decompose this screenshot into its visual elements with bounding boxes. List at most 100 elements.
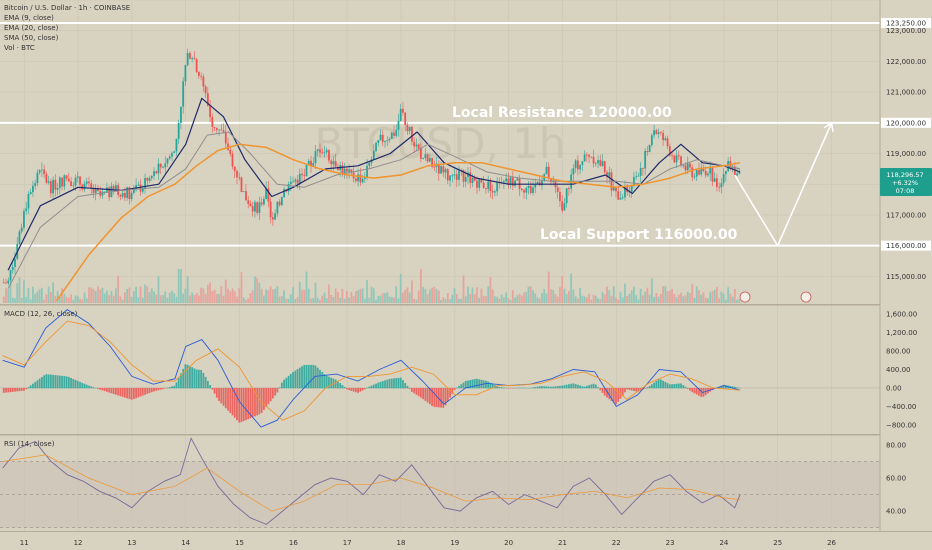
moving-average-lines	[7, 97, 741, 302]
macd-histogram-bar	[247, 387, 250, 420]
candle-body	[200, 75, 203, 77]
candle-body	[698, 169, 700, 175]
macd-histogram-bar	[384, 380, 386, 389]
candle-body	[182, 81, 185, 107]
volume-bar	[671, 288, 673, 303]
candle-body	[668, 146, 671, 156]
volume-bar	[240, 272, 243, 303]
volume-bar	[568, 290, 570, 303]
macd-tick-label: 1,600.00	[886, 311, 917, 319]
candle-body	[478, 178, 481, 188]
event-icon[interactable]	[739, 291, 751, 303]
candle-body	[103, 191, 106, 193]
volume-bar	[245, 299, 247, 303]
candle-body	[269, 201, 272, 218]
macd-histogram-bar	[114, 387, 117, 395]
macd-histogram-bar	[345, 387, 348, 390]
candle-body	[476, 180, 478, 188]
candle-body	[628, 191, 631, 193]
macd-tick-label: 0.00	[886, 384, 902, 392]
candle-body	[231, 153, 234, 167]
macd-histogram-bar	[224, 387, 227, 409]
macd-histogram-bar	[319, 369, 321, 389]
macd-histogram-bar	[325, 375, 328, 389]
candle-body	[184, 65, 187, 82]
macd-pane-label[interactable]: MACD (12, 26, close)	[4, 310, 78, 318]
candle-body	[139, 184, 142, 192]
candle-body	[496, 182, 499, 192]
volume-bar	[411, 280, 413, 303]
volume-bar	[224, 279, 227, 303]
candle-body	[642, 167, 644, 169]
macd-histogram-bar	[684, 386, 687, 389]
macd-histogram-bar	[79, 381, 81, 389]
macd-histogram-bar	[70, 378, 72, 389]
candle-body	[406, 124, 409, 132]
volume-bar	[520, 295, 523, 303]
volume-bar	[227, 288, 229, 303]
volume-bar	[343, 298, 346, 303]
macd-histogram-bar	[222, 387, 225, 406]
candle-body	[520, 188, 523, 191]
rsi-ma-line	[2, 454, 741, 512]
indicator-sma50[interactable]: SMA (50, close)	[4, 34, 59, 42]
volume-bar	[189, 295, 191, 303]
rsi-pane-label[interactable]: RSI (14, close)	[4, 440, 55, 448]
macd-histogram-bar	[559, 385, 561, 389]
volume-bar	[644, 291, 647, 303]
time-tick-label: 22	[612, 539, 621, 547]
candle-body	[572, 168, 575, 175]
macd-histogram-bar	[574, 384, 577, 389]
macd-histogram-bar	[529, 387, 532, 389]
macd-histogram-bar	[691, 387, 694, 393]
projection-arrowhead	[823, 121, 834, 132]
macd-histogram-bar	[72, 378, 75, 389]
candle-body	[509, 177, 512, 186]
last-price-badge[interactable]: 118,296.57 +6.32% 07:08	[880, 168, 932, 196]
macd-histogram-bar	[200, 369, 203, 389]
time-tick-label: 20	[504, 539, 513, 547]
macd-histogram-bar	[29, 385, 32, 389]
symbol-title[interactable]: Bitcoin / U.S. Dollar · 1h · COINBASE	[4, 4, 131, 12]
macd-histogram-bar	[164, 387, 167, 389]
volume-bar	[662, 286, 664, 303]
candle-body	[67, 178, 70, 182]
indicator-volume[interactable]: Vol · BTC	[4, 44, 35, 52]
candle-body	[11, 266, 14, 271]
price-tick-label: 117,000.00	[886, 211, 926, 219]
price-tick-label: 115,000.00	[886, 273, 926, 281]
candle-body	[417, 144, 420, 149]
candle-body	[621, 197, 624, 199]
macd-histogram-bar	[40, 376, 43, 389]
macd-tick-label: 800.00	[886, 348, 911, 356]
candle-body	[592, 156, 595, 164]
indicator-ema20[interactable]: EMA (20, close)	[4, 24, 59, 32]
candle-body	[29, 192, 32, 195]
macd-histogram-bar	[675, 383, 678, 389]
candle-body	[233, 166, 236, 171]
macd-histogram-bar	[141, 387, 144, 396]
candle-body	[419, 148, 422, 159]
macd-histogram-bar	[81, 382, 84, 389]
macd-histogram-bar	[431, 387, 434, 406]
macd-histogram-bar	[135, 387, 137, 399]
candle-body	[455, 174, 458, 180]
candle-body	[251, 206, 254, 212]
macd-histogram-bar	[357, 387, 359, 393]
event-icon[interactable]	[800, 291, 812, 303]
volume-bar	[159, 295, 162, 303]
macd-histogram-bar	[550, 386, 552, 389]
macd-histogram-bar	[83, 383, 86, 389]
candle-body	[684, 165, 687, 171]
macd-histogram-bar	[106, 387, 108, 392]
indicator-ema9[interactable]: EMA (9, close)	[4, 14, 54, 22]
event-markers[interactable]	[739, 291, 812, 303]
macd-histogram-bar	[231, 387, 234, 416]
macd-histogram-bar	[413, 387, 416, 394]
volume-bar	[11, 297, 14, 303]
candle-body	[675, 155, 678, 163]
price-level-tag	[881, 240, 931, 251]
volume-bar	[348, 297, 351, 303]
macd-histogram-bar	[283, 379, 285, 389]
